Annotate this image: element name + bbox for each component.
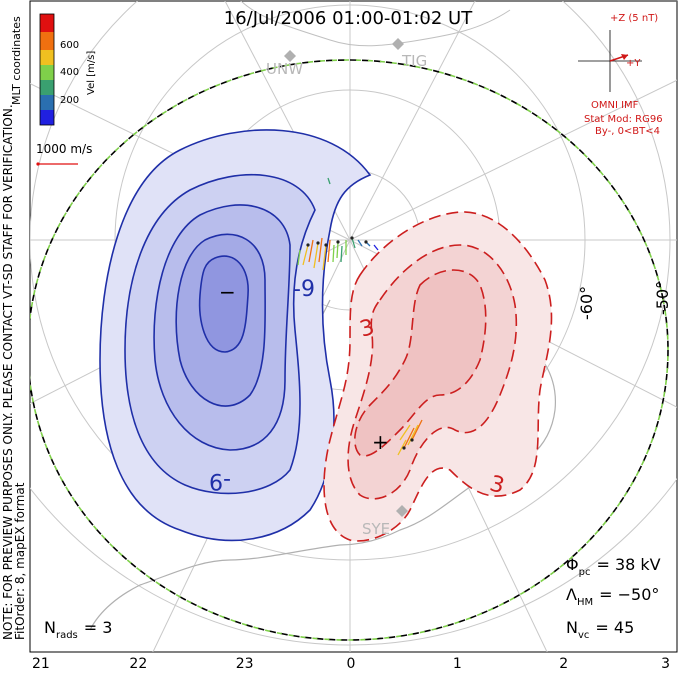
preview-note: NOTE: FOR PREVIEW PURPOSES ONLY. PLEASE … xyxy=(1,104,15,640)
colorbar-tick-200: 200 xyxy=(60,95,79,106)
svg-text:ΛHM= −50°: ΛHM = −50° xyxy=(566,585,659,608)
stats-phi: Φpc = 38 kV xyxy=(566,555,661,578)
imf-condition: By-, 0<BT<4 xyxy=(595,126,660,137)
fit-order-note: FitOrder: 8, mapEX format xyxy=(13,482,27,640)
imf-vector-head xyxy=(621,54,628,60)
svg-text:Nrads= 3: Nrads = 3 xyxy=(44,618,112,641)
station-label-tig: TIG xyxy=(401,52,427,70)
lat-label-60: -60° xyxy=(577,286,596,320)
mlt-tick-label: 23 xyxy=(236,656,254,672)
negative-potential-cell xyxy=(99,129,372,542)
mlt-tick-label: 0 xyxy=(347,656,356,672)
vector-origins xyxy=(306,236,414,450)
map-title: 16/Jul/2006 01:00-01:02 UT xyxy=(224,8,473,29)
contour-label-neg-2: -9 xyxy=(209,468,231,493)
colorbar-tick-600: 600 xyxy=(60,40,79,51)
svg-text:Nvc= 45: Nvc = 45 xyxy=(566,618,634,641)
mlt-tick-label: 22 xyxy=(129,656,147,672)
station-label-unw: UNW xyxy=(266,60,303,78)
velocity-colorbar xyxy=(39,13,55,126)
scale-vector-origin xyxy=(36,162,40,166)
imf-y-label: +Y xyxy=(626,58,641,69)
coord-system-label: MLT coordinates xyxy=(10,16,23,105)
mlt-tick-label: 2 xyxy=(559,656,568,672)
mlt-tick-label: 1 xyxy=(453,656,462,672)
mlt-tick-label: 3 xyxy=(661,656,670,672)
contour-label-pos-1: 3 xyxy=(357,315,377,343)
station-label-sye: SYE xyxy=(362,520,390,538)
potential-maximum-marker: + xyxy=(372,430,389,454)
lat-label-50: -50° xyxy=(653,281,672,315)
colorbar-label: Vel [m/s] xyxy=(86,51,97,95)
coastline xyxy=(240,1,511,47)
imf-stat-model: Stat Mod: RG96 xyxy=(584,114,663,125)
colorbar-tick-400: 400 xyxy=(60,67,79,78)
contour-label-neg-1: -9 xyxy=(293,277,315,302)
velocity-vectors xyxy=(297,177,423,456)
contour-label-pos-2: 3 xyxy=(487,471,507,499)
positive-potential-cell xyxy=(323,211,553,542)
station-markers xyxy=(284,38,408,517)
imf-z-label: +Z (5 nT) xyxy=(610,13,658,24)
svg-text:Φpc= 38 kV: Φpc = 38 kV xyxy=(566,555,661,578)
imf-source: OMNI IMF xyxy=(591,100,639,111)
mlt-tick-label: 21 xyxy=(32,656,50,672)
potential-minimum-marker: − xyxy=(219,280,236,304)
stats-lambda-hm: ΛHM = −50° xyxy=(566,585,659,608)
stats-nvc: Nvc = 45 xyxy=(566,618,634,641)
mlt-axis: 21 22 23 0 1 2 3 xyxy=(32,656,670,672)
hm-boundary-green xyxy=(30,59,669,641)
stats-nrads: Nrads = 3 xyxy=(44,618,112,641)
scale-vector-label: 1000 m/s xyxy=(36,142,92,156)
